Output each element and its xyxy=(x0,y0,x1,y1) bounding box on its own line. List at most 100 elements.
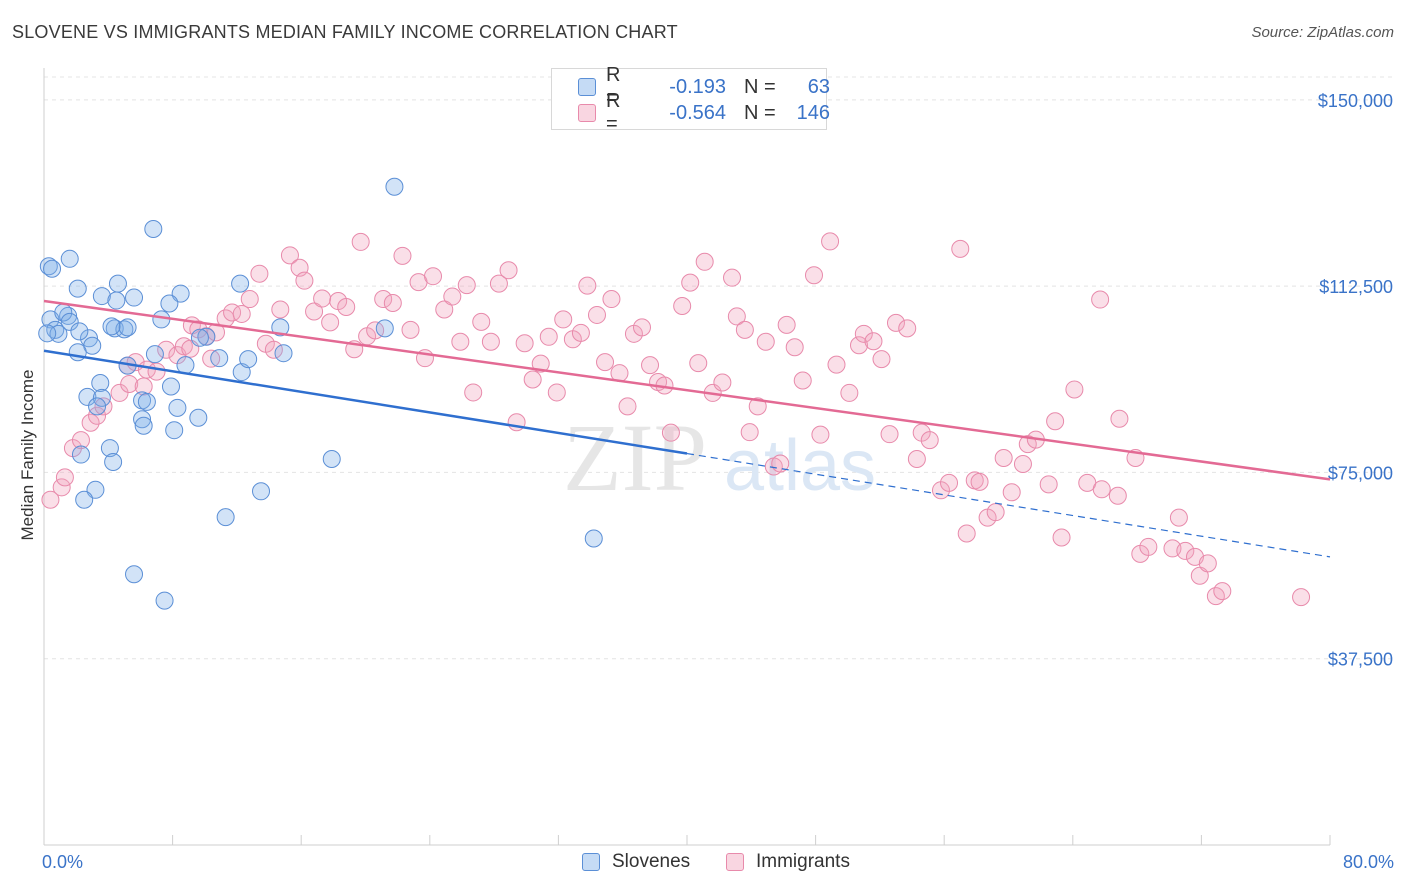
slovenes-point xyxy=(375,319,394,338)
immigrants-point xyxy=(602,290,621,309)
immigrants-point xyxy=(681,273,700,292)
immigrants-points xyxy=(41,232,1311,607)
immigrants-point xyxy=(351,232,370,251)
x-tick-label-min: 0.0% xyxy=(42,852,84,872)
immigrants-point xyxy=(55,468,74,487)
n-label: N = xyxy=(744,75,776,98)
immigrants-point xyxy=(374,290,393,309)
immigrants-point xyxy=(748,397,767,416)
watermark-zip: ZIP xyxy=(563,404,707,511)
y-tick-label-1: $75,000 xyxy=(1328,463,1393,483)
immigrants-point xyxy=(321,313,340,332)
slovenes-points xyxy=(38,177,603,610)
legend-item-immigrants[interactable]: Immigrants xyxy=(726,851,850,873)
immigrants-point xyxy=(81,413,100,432)
trend-lines xyxy=(43,299,1331,558)
immigrants-point xyxy=(872,350,891,369)
slovenes-point xyxy=(108,274,127,293)
slovenes-point xyxy=(160,294,179,313)
immigrants-point xyxy=(1002,483,1021,502)
immigrants-point xyxy=(401,320,420,339)
immigrants-point xyxy=(1065,380,1084,399)
legend-item-slovenes[interactable]: Slovenes xyxy=(582,851,690,873)
immigrants-point xyxy=(451,332,470,351)
immigrants-point xyxy=(110,383,129,402)
stats-row-immigrants: R = -0.564 N = 146 xyxy=(552,90,830,135)
slovenes-point xyxy=(43,259,62,278)
immigrants-point xyxy=(811,425,830,444)
slovenes-point xyxy=(161,377,180,396)
immigrants-point xyxy=(713,373,732,392)
immigrants-point xyxy=(250,264,269,283)
immigrants-point xyxy=(1213,582,1232,601)
watermark-atlas: atlas xyxy=(724,426,876,506)
immigrants-point xyxy=(970,472,989,491)
immigrants-point xyxy=(240,290,259,309)
slovenes-point xyxy=(78,387,97,406)
immigrants-point xyxy=(443,287,462,306)
x-tick-label-max: 80.0% xyxy=(1342,852,1394,872)
slovenes-point xyxy=(252,482,271,501)
slovenes-point xyxy=(216,508,235,527)
slovenes-point xyxy=(71,445,90,464)
immigrants-legend-swatch xyxy=(726,853,744,871)
immigrants-point xyxy=(120,374,139,393)
immigrants-point xyxy=(305,302,324,321)
slovenes-point xyxy=(39,257,58,276)
slovenes-point xyxy=(176,356,195,375)
immigrants-point xyxy=(886,313,905,332)
immigrants-point xyxy=(280,246,299,265)
slovenes-point xyxy=(60,249,79,268)
immigrants-point xyxy=(393,246,412,265)
immigrants-point xyxy=(1110,409,1129,428)
n-label: N = xyxy=(744,101,776,124)
chart-title: SLOVENE VS IMMIGRANTS MEDIAN FAMILY INCO… xyxy=(12,22,678,42)
slovenes-point xyxy=(91,374,110,392)
immigrants-point xyxy=(951,239,970,258)
immigrants-point xyxy=(481,332,500,351)
immigrants-point xyxy=(723,268,742,287)
immigrants-point xyxy=(793,371,812,390)
slovenes-point xyxy=(60,312,79,331)
slovenes-point xyxy=(107,291,126,310)
immigrants-point xyxy=(596,353,615,372)
immigrants-point xyxy=(689,354,708,373)
slovenes-point xyxy=(155,591,174,610)
immigrants-point xyxy=(578,276,597,295)
immigrants-point xyxy=(695,252,714,271)
immigrants-point xyxy=(52,478,71,497)
series-legend: Slovenes Immigrants xyxy=(0,851,1406,877)
slovenes-point xyxy=(70,322,89,341)
slovenes-point xyxy=(59,306,78,325)
immigrants-point xyxy=(986,503,1005,522)
slovenes-point xyxy=(88,397,107,416)
slovenes-point xyxy=(134,416,153,435)
immigrants-point xyxy=(920,431,939,450)
immigrants-point xyxy=(864,332,883,351)
slovenes-trend-line xyxy=(43,349,688,455)
immigrants-point xyxy=(515,334,534,353)
slovenes-point xyxy=(271,318,290,337)
slovenes-point xyxy=(152,310,171,329)
immigrants-point xyxy=(1198,554,1217,573)
immigrants-point xyxy=(539,327,558,346)
slovenes-point xyxy=(197,327,216,346)
immigrants-point xyxy=(854,324,873,343)
immigrants-point xyxy=(898,319,917,338)
slovenes-legend-swatch xyxy=(582,853,600,871)
slovenes-point xyxy=(189,408,208,427)
immigrants-point xyxy=(587,305,606,324)
immigrants-point xyxy=(223,303,242,322)
immigrants-point xyxy=(850,336,869,355)
legend-label-immigrants: Immigrants xyxy=(756,851,850,872)
immigrants-point xyxy=(735,320,754,339)
immigrants-point xyxy=(313,289,332,308)
slovenes-point xyxy=(168,398,187,417)
immigrants-point xyxy=(71,431,90,450)
r-label: R = xyxy=(606,90,621,135)
n-value-slovenes: 63 xyxy=(807,75,830,98)
immigrants-point xyxy=(464,383,483,402)
slovenes-point xyxy=(75,490,94,509)
immigrants-point xyxy=(472,312,491,331)
